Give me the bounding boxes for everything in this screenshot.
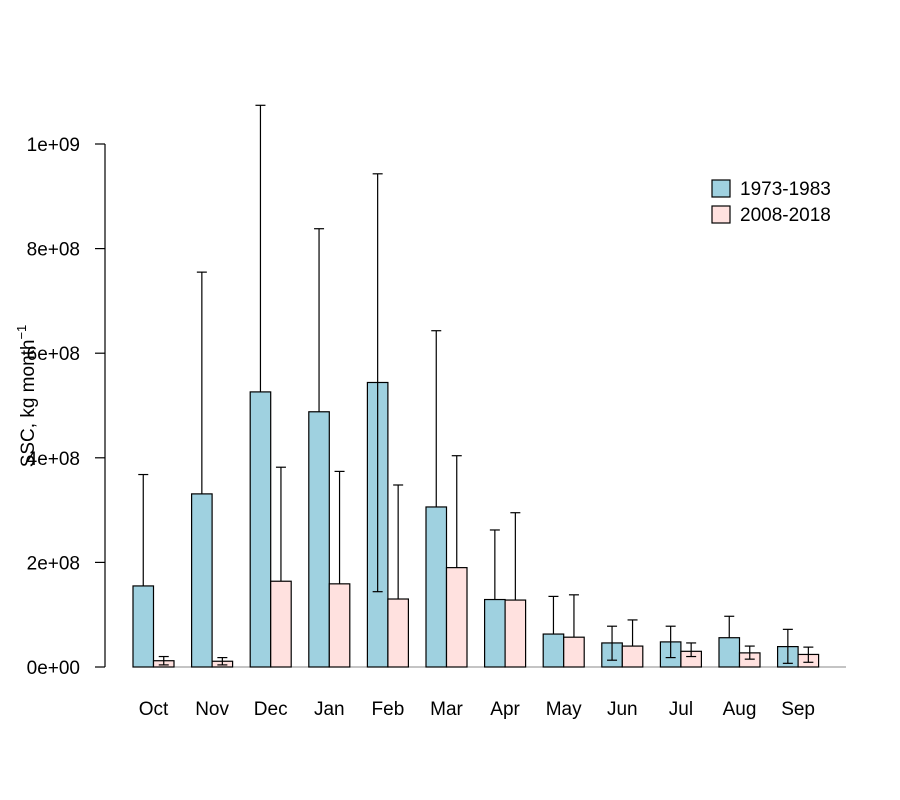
error-bar-oct-2008-2018 bbox=[158, 655, 169, 666]
y-tick-label: 0e+00 bbox=[27, 658, 80, 679]
x-tick-label-mar: Mar bbox=[430, 699, 463, 720]
y-axis-title: SSC, kg month−1 bbox=[14, 325, 39, 468]
y-tick-label: 8e+08 bbox=[27, 240, 80, 261]
bar-mar-1973-1983 bbox=[425, 506, 448, 668]
bar-dec-1973-1983 bbox=[249, 391, 272, 668]
error-bar-aug-2008-2018 bbox=[744, 645, 755, 660]
error-bar-sep-1973-1983 bbox=[782, 628, 793, 664]
error-bar-jan-1973-1983 bbox=[314, 228, 325, 412]
legend-label: 2008-2018 bbox=[740, 205, 831, 226]
error-bar-nov-2008-2018 bbox=[217, 656, 228, 666]
x-tick-label-dec: Dec bbox=[254, 699, 288, 720]
legend: 1973-1983 2008-2018 bbox=[711, 179, 831, 226]
bar-may-1973-1983 bbox=[542, 633, 565, 668]
x-tick-label-sep: Sep bbox=[781, 699, 815, 720]
bar-oct-1973-1983 bbox=[132, 585, 155, 668]
y-tick-label: 6e+08 bbox=[27, 344, 80, 365]
error-bar-dec-2008-2018 bbox=[275, 466, 286, 582]
error-bar-dec-1973-1983 bbox=[255, 104, 266, 392]
error-bar-feb-1973-1983 bbox=[372, 173, 383, 593]
bar-may-2008-2018 bbox=[563, 636, 585, 668]
error-bar-sep-2008-2018 bbox=[803, 646, 814, 663]
bar-jun-2008-2018 bbox=[621, 645, 644, 668]
bar-jan-1973-1983 bbox=[308, 411, 330, 668]
y-axis: 0e+00 2e+08 4e+08 6e+08 8e+08 1e+09 bbox=[27, 135, 106, 679]
y-tick-label: 2e+08 bbox=[27, 553, 80, 574]
bar-nov-1973-1983 bbox=[191, 493, 213, 668]
x-axis-labels: Oct Nov Dec Jan Feb Mar Apr May Jun Jul Aug Sep bbox=[139, 699, 815, 720]
x-tick-label-apr: Apr bbox=[490, 699, 520, 720]
error-bar-aug-1973-1983 bbox=[724, 615, 735, 638]
error-bar-jul-2008-2018 bbox=[686, 642, 697, 658]
bar-dec-2008-2018 bbox=[270, 580, 292, 668]
x-tick-label-may: May bbox=[546, 699, 582, 720]
bar-apr-2008-2018 bbox=[504, 599, 527, 668]
bar-aug-1973-1983 bbox=[718, 637, 741, 668]
x-tick-label-oct: Oct bbox=[139, 699, 169, 720]
error-bar-apr-1973-1983 bbox=[489, 529, 500, 600]
error-bar-may-2008-2018 bbox=[568, 594, 579, 638]
bar-mar-2008-2018 bbox=[445, 567, 468, 668]
bar-apr-1973-1983 bbox=[484, 598, 506, 668]
x-tick-label-jun: Jun bbox=[607, 699, 638, 720]
legend-swatch bbox=[711, 179, 731, 198]
plot-area bbox=[132, 104, 846, 668]
error-bar-jun-2008-2018 bbox=[627, 619, 638, 647]
x-tick-label-aug: Aug bbox=[723, 699, 757, 720]
error-bar-oct-1973-1983 bbox=[138, 473, 149, 586]
x-tick-label-jul: Jul bbox=[669, 699, 693, 720]
x-tick-label-nov: Nov bbox=[195, 699, 229, 720]
bar-jan-2008-2018 bbox=[328, 583, 351, 668]
legend-label: 1973-1983 bbox=[740, 179, 831, 200]
error-bar-jul-1973-1983 bbox=[665, 625, 676, 659]
error-bar-jun-1973-1983 bbox=[607, 625, 618, 661]
y-tick-label: 1e+09 bbox=[27, 135, 80, 156]
y-tick-label: 4e+08 bbox=[27, 449, 80, 470]
error-bar-feb-2008-2018 bbox=[393, 484, 404, 600]
error-bar-nov-1973-1983 bbox=[196, 271, 207, 494]
x-tick-label-feb: Feb bbox=[372, 699, 405, 720]
legend-item-1973-1983: 1973-1983 bbox=[711, 179, 831, 200]
error-bar-mar-1973-1983 bbox=[431, 330, 442, 507]
error-bar-may-1973-1983 bbox=[548, 595, 559, 635]
bar-feb-2008-2018 bbox=[387, 598, 409, 668]
error-bar-apr-2008-2018 bbox=[510, 512, 521, 601]
error-bar-mar-2008-2018 bbox=[451, 455, 462, 568]
legend-item-2008-2018: 2008-2018 bbox=[711, 205, 831, 226]
x-tick-label-jan: Jan bbox=[314, 699, 345, 720]
error-bar-jan-2008-2018 bbox=[334, 470, 345, 584]
legend-swatch bbox=[711, 205, 731, 224]
